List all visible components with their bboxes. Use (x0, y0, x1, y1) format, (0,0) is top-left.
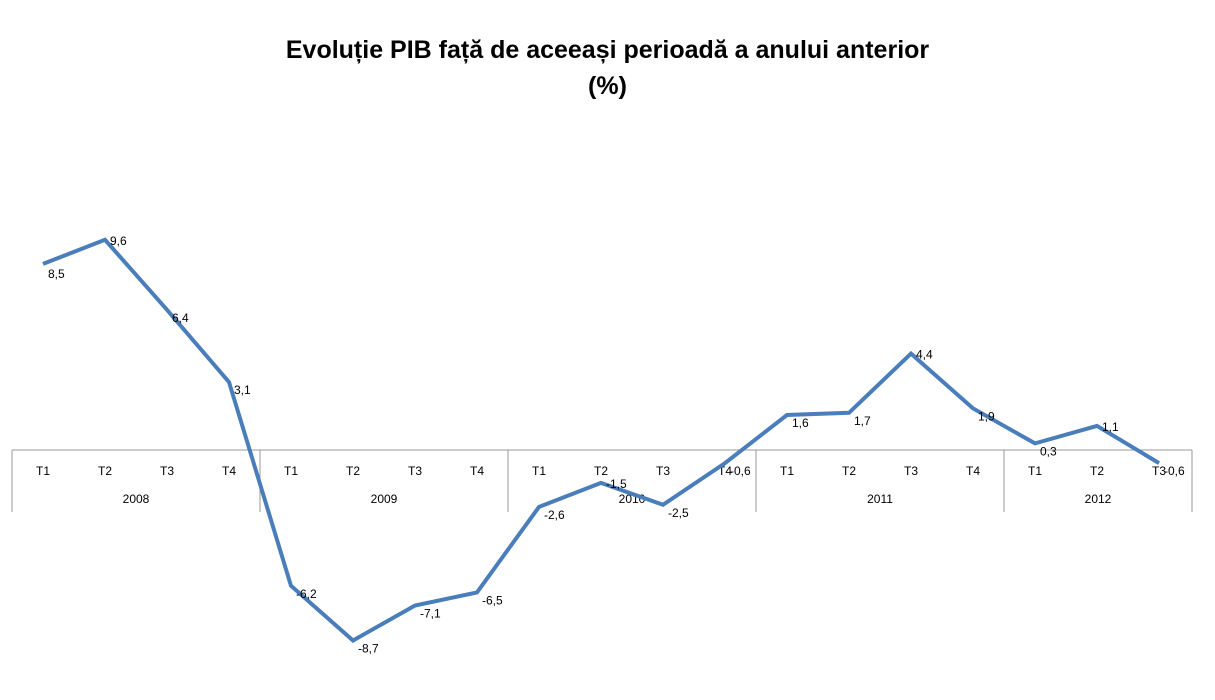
data-label: -6,2 (296, 587, 317, 601)
year-tick-label: 2011 (867, 492, 893, 506)
data-label: -0,6 (730, 464, 751, 478)
quarter-tick-label: T3 (408, 464, 422, 478)
data-point (909, 352, 913, 356)
quarter-tick-label: T3 (656, 464, 670, 478)
quarter-tick-label: T2 (98, 464, 112, 478)
data-label: 8,5 (48, 267, 65, 281)
data-label: -2,5 (668, 506, 689, 520)
data-label: 0,3 (1040, 444, 1057, 458)
data-label: 1,7 (854, 414, 871, 428)
quarter-tick-label: T2 (346, 464, 360, 478)
year-tick-label: 2008 (123, 492, 150, 506)
data-point (1033, 441, 1037, 445)
data-label: 1,1 (1102, 420, 1119, 434)
data-point (1157, 461, 1161, 465)
quarter-tick-label: T4 (470, 464, 484, 478)
quarter-tick-label: T3 (160, 464, 174, 478)
data-label: -0,6 (1164, 464, 1185, 478)
data-point (475, 590, 479, 594)
data-point (289, 584, 293, 588)
year-tick-label: 2009 (371, 492, 398, 506)
data-label: -2,6 (544, 508, 565, 522)
data-point (847, 411, 851, 415)
data-point (537, 505, 541, 509)
data-label: 4,4 (916, 348, 933, 362)
year-tick-label: 2012 (1085, 492, 1112, 506)
data-point (413, 603, 417, 607)
quarter-tick-label: T2 (1090, 464, 1104, 478)
data-point (227, 380, 231, 384)
data-label: 3,1 (234, 383, 251, 397)
quarter-tick-label: T1 (532, 464, 546, 478)
data-label: -8,7 (358, 642, 379, 656)
data-point (41, 262, 45, 266)
data-label: 9,6 (110, 234, 127, 248)
series-line (42, 237, 1161, 643)
quarter-tick-label: T1 (780, 464, 794, 478)
data-point (599, 481, 603, 485)
data-label: 1,6 (792, 416, 809, 430)
data-point (661, 503, 665, 507)
data-point (351, 639, 355, 643)
data-point (103, 238, 107, 242)
quarter-tick-label: T1 (284, 464, 298, 478)
data-point (785, 413, 789, 417)
data-point (165, 308, 169, 312)
quarter-tick-label: T1 (36, 464, 50, 478)
quarter-tick-label: T4 (966, 464, 980, 478)
data-label: -1,5 (606, 477, 627, 491)
chart-subtitle: (%) (588, 72, 627, 100)
data-point (723, 461, 727, 465)
data-label: -7,1 (420, 606, 441, 620)
quarter-tick-label: T2 (594, 464, 608, 478)
quarter-tick-label: T3 (1152, 464, 1166, 478)
quarter-tick-label: T2 (842, 464, 856, 478)
data-label: -6,5 (482, 593, 503, 607)
data-label: 1,9 (978, 409, 995, 423)
data-point (971, 406, 975, 410)
chart-title: Evoluție PIB față de aceeași perioadă a … (285, 36, 930, 64)
quarter-tick-label: T1 (1028, 464, 1042, 478)
data-point (1095, 424, 1099, 428)
data-label: 6,4 (172, 311, 189, 325)
quarter-tick-label: T4 (222, 464, 236, 478)
quarter-tick-label: T3 (904, 464, 918, 478)
